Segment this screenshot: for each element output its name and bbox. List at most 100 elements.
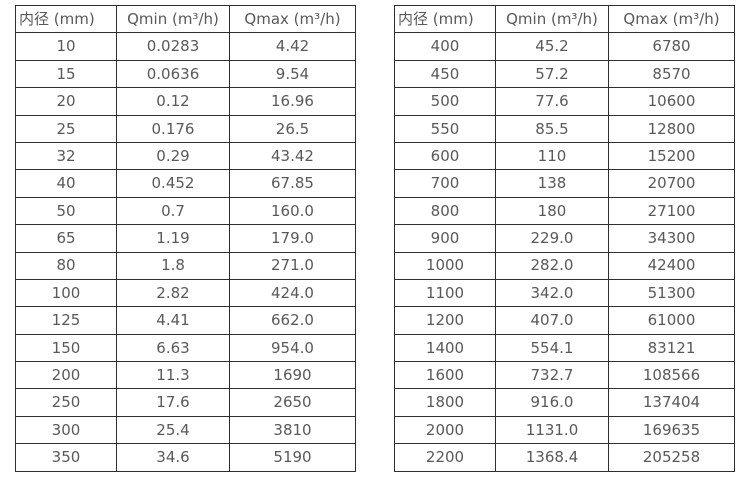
table-cell: 954.0 xyxy=(229,333,356,363)
table-cell: 0.452 xyxy=(116,169,230,198)
table-row: 50 0.7 160.0 xyxy=(15,196,356,226)
table-cell: 0.176 xyxy=(116,114,230,143)
table-cell: 1400 xyxy=(394,333,496,363)
table-row: 1200 407.0 61000 xyxy=(394,306,735,335)
table-cell: 229.0 xyxy=(495,224,609,253)
table-row: 20 0.12 16.96 xyxy=(15,87,356,116)
table-cell: 3810 xyxy=(229,415,356,445)
table-cell: 205258 xyxy=(608,443,735,472)
column-header: Qmin (m³/h) xyxy=(116,4,230,34)
flow-table-large-diameters: 内径 (mm) Qmin (m³/h) Qmax (m³/h) 400 45.2 6780… xyxy=(394,4,735,472)
table-cell: 500 xyxy=(394,87,496,116)
table-row: 40 0.452 67.85 xyxy=(15,169,356,198)
table-row: 150 6.63 954.0 xyxy=(15,333,356,363)
table-cell: 350 xyxy=(15,443,117,472)
header-row: 内径 (mm) Qmin (m³/h) Qmax (m³/h) xyxy=(15,4,356,34)
column-header: Qmin (m³/h) xyxy=(495,4,609,34)
table-cell: 700 xyxy=(394,169,496,198)
table-row: 80 1.8 271.0 xyxy=(15,251,356,280)
table-row: 1000 282.0 42400 xyxy=(394,251,735,280)
table-cell: 11.3 xyxy=(116,361,230,390)
table-cell: 342.0 xyxy=(495,278,609,308)
column-header: 内径 (mm) xyxy=(394,4,496,34)
table-cell: 83121 xyxy=(608,333,735,363)
table-row: 250 17.6 2650 xyxy=(15,388,356,417)
table-cell: 10600 xyxy=(608,87,735,116)
table-cell: 12800 xyxy=(608,114,735,143)
table-row: 550 85.5 12800 xyxy=(394,114,735,143)
table-cell: 550 xyxy=(394,114,496,143)
table-cell: 26.5 xyxy=(229,114,356,143)
table-cell: 42400 xyxy=(608,251,735,280)
table-cell: 125 xyxy=(15,306,117,335)
table-row: 200 11.3 1690 xyxy=(15,361,356,390)
table-row: 1600 732.7 108566 xyxy=(394,361,735,390)
table-cell: 2.82 xyxy=(116,278,230,308)
flow-rate-tables: 内径 (mm) Qmin (m³/h) Qmax (m³/h) 10 0.0283 4.4… xyxy=(15,4,735,472)
table-cell: 916.0 xyxy=(495,388,609,417)
table-cell: 2000 xyxy=(394,415,496,445)
table-cell: 2650 xyxy=(229,388,356,417)
table-cell: 8570 xyxy=(608,59,735,89)
table-cell: 407.0 xyxy=(495,306,609,335)
table-cell: 138 xyxy=(495,169,609,198)
table-cell: 900 xyxy=(394,224,496,253)
table-cell: 2200 xyxy=(394,443,496,472)
table-cell: 1600 xyxy=(394,361,496,390)
table-cell: 250 xyxy=(15,388,117,417)
table-cell: 0.0283 xyxy=(116,32,230,61)
table-cell: 6780 xyxy=(608,32,735,61)
table-cell: 1800 xyxy=(394,388,496,417)
table-cell: 1368.4 xyxy=(495,443,609,472)
table-row: 600 110 15200 xyxy=(394,141,735,171)
table-row: 2200 1368.4 205258 xyxy=(394,443,735,472)
table-row: 700 138 20700 xyxy=(394,169,735,198)
table-cell: 169635 xyxy=(608,415,735,445)
table-cell: 0.29 xyxy=(116,141,230,171)
table-row: 32 0.29 43.42 xyxy=(15,141,356,171)
table-cell: 1100 xyxy=(394,278,496,308)
table-cell: 400 xyxy=(394,32,496,61)
table-cell: 300 xyxy=(15,415,117,445)
table-cell: 16.96 xyxy=(229,87,356,116)
table-cell: 800 xyxy=(394,196,496,226)
table-cell: 10 xyxy=(15,32,117,61)
table-cell: 9.54 xyxy=(229,59,356,89)
table-row: 100 2.82 424.0 xyxy=(15,278,356,308)
table-cell: 1131.0 xyxy=(495,415,609,445)
table-cell: 1200 xyxy=(394,306,496,335)
table-cell: 27100 xyxy=(608,196,735,226)
column-header: Qmax (m³/h) xyxy=(608,4,735,34)
table-cell: 100 xyxy=(15,278,117,308)
table-row: 15 0.0636 9.54 xyxy=(15,59,356,89)
table-cell: 180 xyxy=(495,196,609,226)
table-cell: 450 xyxy=(394,59,496,89)
table-cell: 0.0636 xyxy=(116,59,230,89)
table-cell: 600 xyxy=(394,141,496,171)
table-cell: 34300 xyxy=(608,224,735,253)
table-row: 400 45.2 6780 xyxy=(394,32,735,61)
table-cell: 137404 xyxy=(608,388,735,417)
table-row: 1800 916.0 137404 xyxy=(394,388,735,417)
table-row: 65 1.19 179.0 xyxy=(15,224,356,253)
table-cell: 271.0 xyxy=(229,251,356,280)
table-cell: 32 xyxy=(15,141,117,171)
table-cell: 61000 xyxy=(608,306,735,335)
table-cell: 40 xyxy=(15,169,117,198)
table-cell: 424.0 xyxy=(229,278,356,308)
table-cell: 1000 xyxy=(394,251,496,280)
table-cell: 1.8 xyxy=(116,251,230,280)
table-cell: 65 xyxy=(15,224,117,253)
table-cell: 57.2 xyxy=(495,59,609,89)
table-row: 450 57.2 8570 xyxy=(394,59,735,89)
table-cell: 4.42 xyxy=(229,32,356,61)
table-cell: 5190 xyxy=(229,443,356,472)
table-cell: 4.41 xyxy=(116,306,230,335)
table-cell: 108566 xyxy=(608,361,735,390)
table-cell: 150 xyxy=(15,333,117,363)
table-cell: 1.19 xyxy=(116,224,230,253)
table-row: 2000 1131.0 169635 xyxy=(394,415,735,445)
table-cell: 34.6 xyxy=(116,443,230,472)
table-cell: 6.63 xyxy=(116,333,230,363)
table-cell: 85.5 xyxy=(495,114,609,143)
